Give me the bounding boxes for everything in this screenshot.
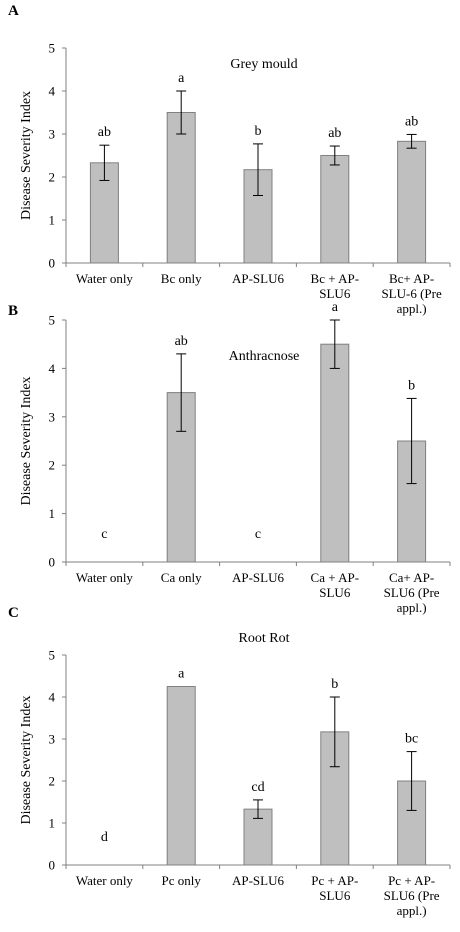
significance-label: ab bbox=[175, 334, 188, 349]
panel-letter: C bbox=[8, 605, 19, 621]
y-axis-label: Disease Severity Index bbox=[19, 695, 34, 824]
category-label: SLU6 bbox=[319, 888, 351, 903]
category-label: AP-SLU6 bbox=[232, 570, 285, 585]
y-tick-label: 3 bbox=[49, 127, 56, 142]
category-label: AP-SLU6 bbox=[232, 873, 285, 888]
category-label: appl.) bbox=[397, 600, 427, 615]
y-tick-label: 1 bbox=[49, 213, 56, 228]
bar bbox=[320, 155, 350, 264]
bar bbox=[397, 140, 427, 264]
category-label: appl.) bbox=[397, 301, 427, 316]
category-label: appl.) bbox=[397, 903, 427, 918]
category-label: SLU6 bbox=[319, 286, 351, 301]
significance-label: d bbox=[101, 830, 108, 845]
significance-label: ab bbox=[405, 114, 418, 129]
category-label: Pc only bbox=[162, 873, 202, 888]
category-label: Water only bbox=[76, 271, 134, 286]
y-tick-label: 1 bbox=[49, 506, 56, 521]
category-label: Ca + AP- bbox=[311, 570, 360, 585]
category-label: Bc+ AP- bbox=[389, 271, 434, 286]
significance-label: ab bbox=[328, 126, 341, 141]
y-axis-label: Disease Severity Index bbox=[19, 376, 34, 505]
category-label: Water only bbox=[76, 570, 134, 585]
bar bbox=[320, 343, 350, 563]
category-label: Pc + AP- bbox=[311, 873, 358, 888]
y-tick-label: 4 bbox=[49, 84, 56, 99]
significance-label: a bbox=[178, 71, 185, 86]
significance-label: a bbox=[178, 667, 185, 682]
significance-label: a bbox=[332, 300, 339, 315]
category-label: SLU6 (Pre bbox=[384, 585, 440, 600]
significance-label: bc bbox=[405, 732, 418, 747]
y-tick-label: 0 bbox=[49, 256, 56, 271]
category-label: SLU6 (Pre bbox=[384, 888, 440, 903]
bar bbox=[89, 162, 119, 264]
significance-label: cd bbox=[251, 780, 264, 795]
y-tick-label: 5 bbox=[49, 41, 56, 56]
significance-label: c bbox=[101, 527, 107, 542]
y-tick-label: 1 bbox=[49, 816, 56, 831]
y-tick-label: 0 bbox=[49, 555, 56, 570]
chart-title: Root Rot bbox=[239, 631, 290, 646]
bar bbox=[166, 686, 196, 866]
category-label: AP-SLU6 bbox=[232, 271, 285, 286]
category-label: Bc + AP- bbox=[311, 271, 360, 286]
category-label: SLU6 bbox=[319, 585, 351, 600]
panel-letter: B bbox=[8, 303, 18, 319]
y-tick-label: 4 bbox=[49, 690, 56, 705]
category-label: Ca+ AP- bbox=[389, 570, 434, 585]
y-tick-label: 3 bbox=[49, 732, 56, 747]
category-label: Pc + AP- bbox=[388, 873, 435, 888]
significance-label: b bbox=[331, 677, 338, 692]
y-tick-label: 5 bbox=[49, 648, 56, 663]
significance-label: b bbox=[408, 378, 415, 393]
category-label: Water only bbox=[76, 873, 134, 888]
y-tick-label: 5 bbox=[49, 313, 56, 328]
bar bbox=[166, 112, 196, 264]
category-label: SLU-6 (Pre bbox=[381, 286, 442, 301]
y-tick-label: 0 bbox=[49, 858, 56, 873]
y-tick-label: 4 bbox=[49, 361, 56, 376]
y-axis-label: Disease Severity Index bbox=[19, 91, 34, 220]
chart-title: Grey mould bbox=[230, 57, 297, 72]
category-label: Ca only bbox=[161, 570, 202, 585]
chart-title: Anthracnose bbox=[229, 349, 300, 364]
y-tick-label: 2 bbox=[49, 458, 56, 473]
significance-label: ab bbox=[98, 125, 111, 140]
y-tick-label: 3 bbox=[49, 409, 56, 424]
y-tick-label: 2 bbox=[49, 774, 56, 789]
panel-letter: A bbox=[8, 3, 19, 19]
significance-label: c bbox=[255, 527, 261, 542]
significance-label: b bbox=[255, 124, 262, 139]
category-label: Bc only bbox=[161, 271, 202, 286]
y-tick-label: 2 bbox=[49, 170, 56, 185]
